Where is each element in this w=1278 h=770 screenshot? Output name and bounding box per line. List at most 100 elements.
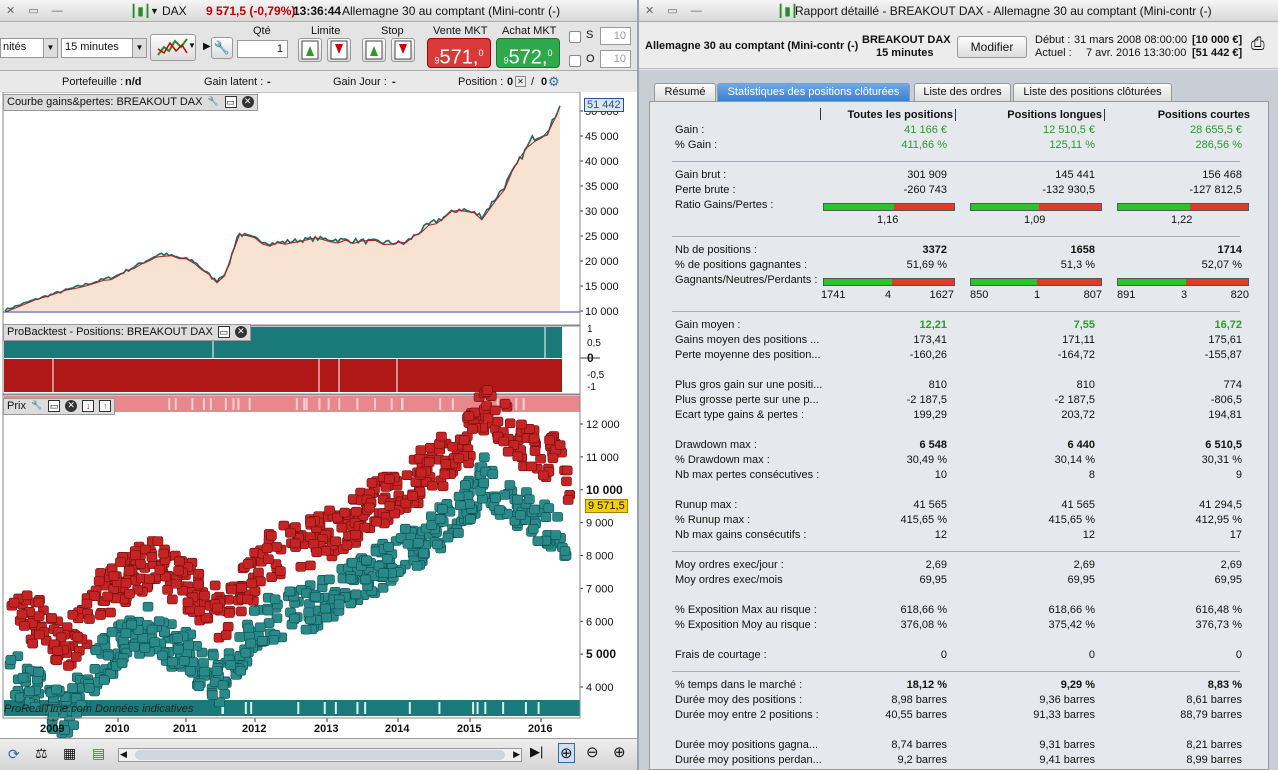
- stat-row: Nb max gains consécutifs : 12 12 17: [650, 529, 1268, 544]
- short-marker: [436, 431, 447, 442]
- stat-value: 618,66 %: [1048, 604, 1095, 616]
- buy-market-button[interactable]: 9572,0: [496, 38, 560, 69]
- sell-marker-icon[interactable]: ↓: [82, 400, 95, 413]
- qty-input[interactable]: 1: [237, 40, 288, 58]
- close-icon[interactable]: ✕: [65, 400, 78, 413]
- s-checkbox[interactable]: [569, 31, 581, 43]
- scroll-right-icon[interactable]: ▶: [513, 749, 520, 759]
- tab-3[interactable]: Liste des positions clôturées: [1013, 83, 1172, 101]
- stat-value: 8,21 barres: [1186, 739, 1242, 751]
- units-select[interactable]: nités ▼: [0, 38, 58, 58]
- settings-gear-icon[interactable]: ⚙: [548, 74, 560, 89]
- buy-marker-icon[interactable]: ↑: [99, 400, 112, 413]
- ratio-bar: [970, 203, 1102, 211]
- chart-type-dropdown-icon[interactable]: ▼: [188, 41, 196, 50]
- chart-type-button[interactable]: [150, 34, 196, 61]
- limit-buy-button[interactable]: [298, 38, 322, 62]
- stat-value: 9,36 barres: [1039, 694, 1095, 706]
- long-marker: [523, 494, 535, 505]
- count-value: 891: [1117, 289, 1136, 301]
- long-marker: [432, 539, 443, 550]
- zoom-out-icon[interactable]: ⊖: [586, 744, 599, 761]
- scrollbar-thumb[interactable]: [135, 750, 505, 760]
- o-input[interactable]: 10: [600, 50, 631, 68]
- long-marker: [90, 645, 102, 656]
- zoom-fit-icon[interactable]: ⊕: [558, 743, 575, 763]
- zoom-in-icon[interactable]: ⊕: [613, 744, 626, 761]
- close-position-icon[interactable]: ✕: [515, 76, 526, 87]
- stat-label: Gain :: [675, 124, 705, 136]
- watermark: ProRealTime.com Données indicatives: [4, 703, 194, 715]
- long-marker: [453, 528, 464, 538]
- stat-row: Ecart type gains & pertes : 199,29 203,72 1…: [650, 409, 1268, 424]
- maximize-icon[interactable]: ▭: [224, 96, 237, 109]
- tab-0[interactable]: Résumé: [654, 83, 716, 101]
- portfolio-bar: Portefeuille : n/d Gain latent : - Gain …: [0, 72, 637, 92]
- close-icon[interactable]: ✕: [234, 326, 247, 339]
- short-marker: [415, 467, 427, 478]
- short-marker: [224, 608, 235, 618]
- long-marker: [263, 618, 275, 628]
- interval-select[interactable]: 15 minutes ▼: [61, 38, 147, 58]
- print-icon[interactable]: ⎙: [1251, 34, 1265, 53]
- long-marker: [540, 512, 552, 523]
- refresh-icon[interactable]: ⟳: [8, 746, 20, 762]
- short-marker: [492, 416, 504, 427]
- stat-value: 1658: [1070, 244, 1095, 256]
- strip-tick: [356, 702, 359, 714]
- sell-market-button[interactable]: 9571,0: [427, 38, 491, 69]
- o-checkbox[interactable]: [569, 55, 581, 67]
- stop-sell-button[interactable]: [391, 38, 415, 62]
- modify-button[interactable]: Modifier: [957, 36, 1027, 58]
- long-marker: [106, 627, 118, 637]
- dropdown-arrow-icon[interactable]: ▼: [150, 6, 159, 16]
- maximize-icon[interactable]: ▭: [217, 326, 230, 339]
- window-controls[interactable]: ✕ ▭ ―: [6, 5, 68, 17]
- horizontal-scrollbar[interactable]: ◀ ▶: [118, 748, 522, 762]
- short-marker: [401, 470, 413, 480]
- positions-tick-label: -1: [587, 382, 596, 393]
- maximize-icon[interactable]: ▭: [48, 400, 61, 413]
- stat-value: 156 468: [1202, 169, 1242, 181]
- strip-tick: [174, 398, 177, 410]
- instrument-name[interactable]: DAX: [162, 4, 187, 18]
- limit-buy-icon: [301, 40, 319, 60]
- tab-2[interactable]: Liste des ordres: [914, 83, 1011, 101]
- limit-label: Limite: [311, 25, 341, 37]
- long-marker: [178, 656, 190, 666]
- short-marker: [246, 578, 258, 589]
- short-marker: [212, 602, 223, 613]
- long-marker: [494, 505, 505, 515]
- backtest-icon[interactable]: ▤: [92, 745, 106, 761]
- window-controls[interactable]: ✕ ▭ ―: [645, 5, 707, 17]
- stat-value: 88,79 barres: [1180, 709, 1242, 721]
- long-marker: [219, 689, 231, 699]
- wrench-icon[interactable]: 🔧: [211, 37, 233, 59]
- long-marker: [360, 574, 372, 585]
- scroll-end-icon[interactable]: ▶|: [530, 744, 544, 759]
- stat-value: 6 440: [1067, 439, 1095, 451]
- instrument-fullname: Allemagne 30 au comptant (Mini-contr (-): [342, 4, 561, 18]
- limit-sell-button[interactable]: [327, 38, 351, 62]
- long-marker: [459, 480, 471, 490]
- calculator-icon[interactable]: ▦: [63, 745, 77, 761]
- long-marker: [411, 561, 423, 571]
- short-marker: [158, 548, 169, 559]
- indicators-icon[interactable]: ⚖: [35, 745, 48, 761]
- tab-1[interactable]: Statistiques des positions clôturées: [717, 83, 910, 101]
- short-marker: [263, 554, 274, 565]
- current-label: Actuel :: [1035, 47, 1072, 59]
- stat-value: 9,31 barres: [1039, 739, 1095, 751]
- short-marker: [89, 591, 100, 602]
- stat-value: 30,49 %: [906, 454, 947, 466]
- wrench-icon[interactable]: 🔧: [207, 96, 220, 107]
- close-icon[interactable]: ✕: [241, 96, 254, 109]
- long-marker: [418, 548, 429, 559]
- wrench-icon[interactable]: 🔧: [31, 400, 43, 411]
- long-marker: [462, 491, 474, 501]
- s-input[interactable]: 10: [600, 27, 631, 45]
- scroll-left-icon[interactable]: ◀: [120, 749, 127, 759]
- position-label: Position :: [458, 76, 504, 88]
- stop-buy-button[interactable]: [362, 38, 386, 62]
- expand-arrow-icon[interactable]: ▶: [203, 41, 211, 52]
